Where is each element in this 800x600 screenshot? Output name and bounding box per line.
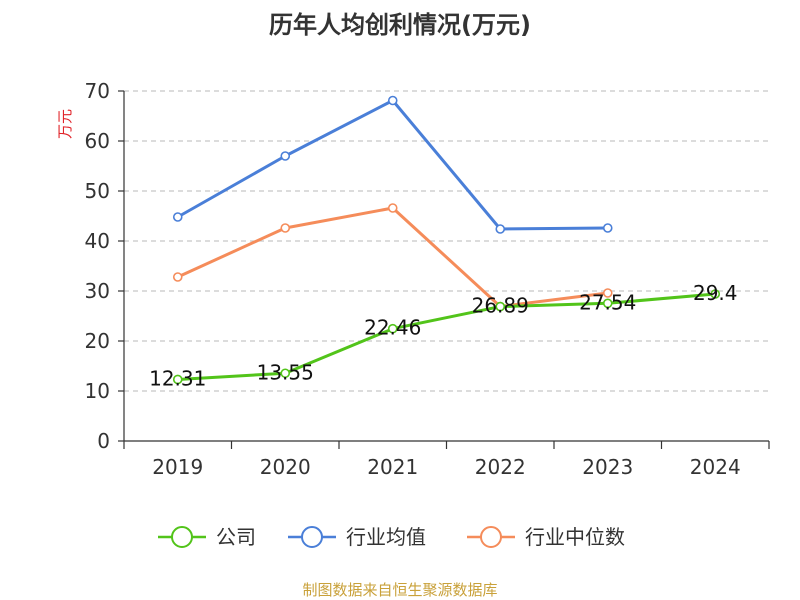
data-label: 22.46: [364, 316, 421, 340]
y-tick-label: 50: [85, 179, 110, 203]
legend-marker-2[interactable]: [480, 526, 502, 548]
data-point-0: [387, 323, 398, 334]
x-tick-label: 2019: [152, 455, 203, 479]
data-point-0: [172, 374, 183, 385]
y-tick-label: 70: [85, 79, 110, 103]
x-tick-label: 2023: [582, 455, 633, 479]
data-point-0: [280, 368, 291, 379]
data-point-1: [602, 223, 613, 233]
legend[interactable]: 公司 行业均值 行业中位数: [158, 525, 625, 549]
data-point-1: [387, 95, 398, 106]
data-point-2: [280, 223, 291, 233]
legend-marker-0[interactable]: [171, 526, 193, 548]
x-tick-label: 2024: [690, 455, 741, 479]
data-point-0: [495, 301, 506, 312]
data-point-2: [602, 288, 613, 298]
data-point-2: [172, 272, 183, 282]
data-point-1: [280, 151, 291, 161]
y-tick-label: 10: [85, 379, 110, 403]
series-line-2: [177, 206, 608, 308]
grid-lines: [124, 90, 769, 392]
legend-label-0[interactable]: 公司: [216, 525, 256, 549]
data-point-1: [495, 224, 506, 234]
legend-label-1[interactable]: 行业均值: [346, 525, 426, 549]
data-label: 12.31: [149, 366, 206, 390]
data-label: 26.89: [472, 294, 529, 318]
legend-marker-1[interactable]: [301, 526, 323, 548]
legend-label-2[interactable]: 行业中位数: [525, 525, 625, 549]
chart-title: 历年人均创利情况(万元): [269, 11, 531, 39]
y-tick-label: 60: [85, 129, 110, 153]
data-point-0: [710, 289, 721, 299]
y-tick-label: 40: [85, 229, 110, 253]
x-tick-label: 2022: [475, 455, 526, 479]
x-tick-label: 2021: [367, 455, 418, 479]
x-tick-labels: 2019 2020 2021 2022 2023 2024: [152, 455, 740, 479]
y-tick-labels: 0 10 20 30 40 50 60 70: [85, 79, 110, 453]
series-line-0: [177, 292, 716, 381]
axes: [118, 90, 770, 449]
y-tick-label: 30: [85, 279, 110, 303]
data-point-1: [172, 212, 183, 222]
data-point-2: [387, 203, 398, 213]
data-label: 13.55: [257, 360, 314, 384]
series-group: [172, 95, 721, 385]
data-point-0: [602, 298, 613, 309]
data-labels: 12.31 13.55 22.46 26.89 27.54 29.4: [149, 281, 737, 390]
source-note: 制图数据来自恒生聚源数据库: [302, 581, 497, 599]
data-label: 27.54: [579, 290, 636, 314]
y-tick-label: 0: [97, 429, 110, 453]
y-tick-label: 20: [85, 329, 110, 353]
y-axis-label: 万元: [56, 109, 74, 139]
data-label: 29.4: [693, 281, 738, 305]
x-tick-label: 2020: [260, 455, 311, 479]
